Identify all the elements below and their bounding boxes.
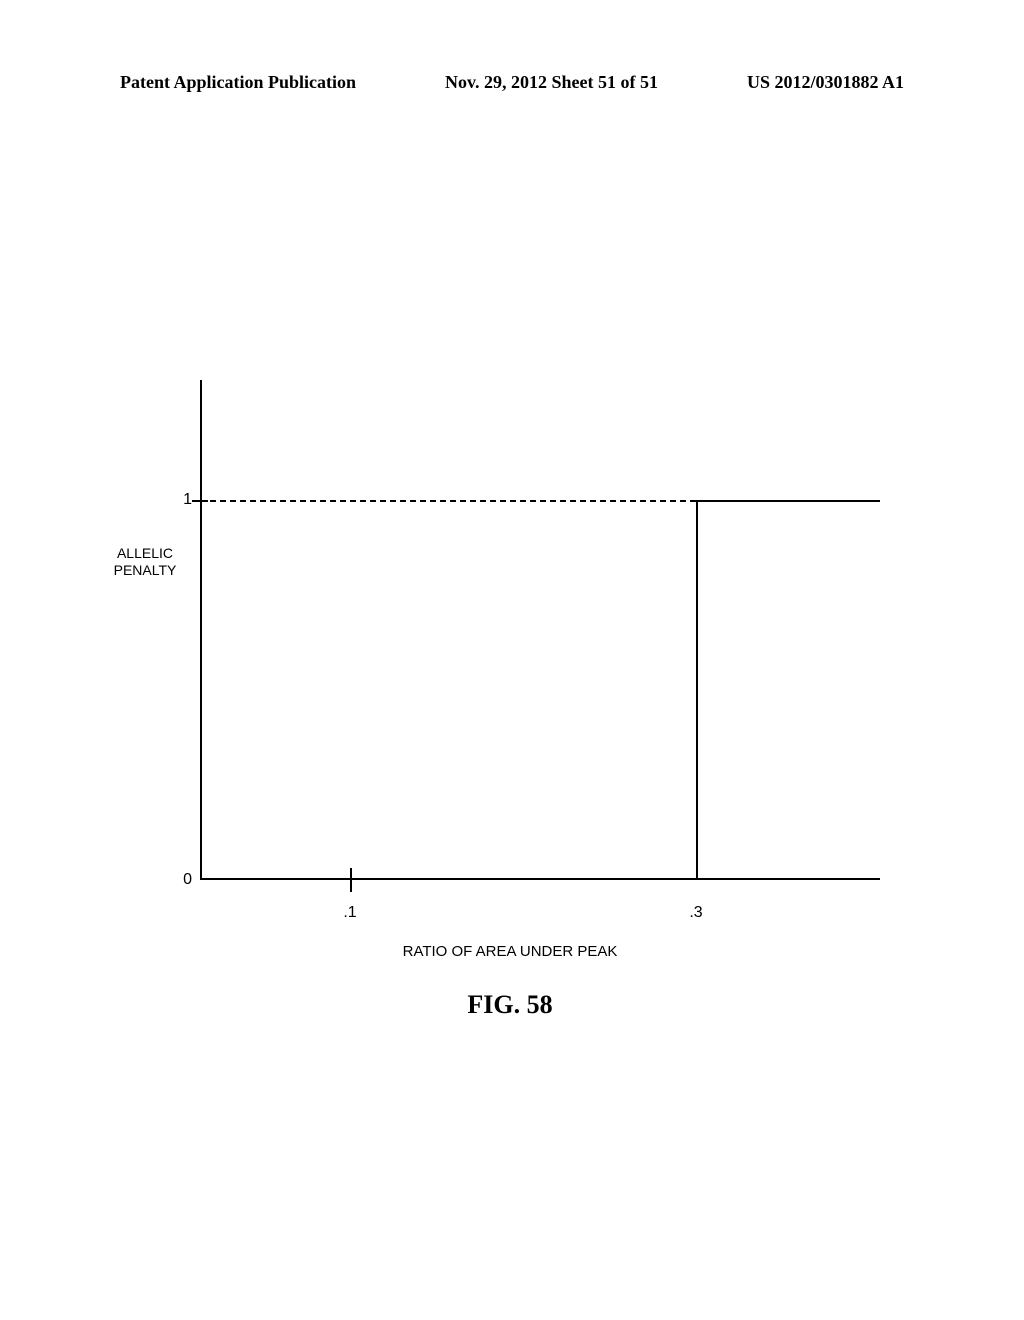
figure-caption: FIG. 58 [467, 990, 552, 1020]
chart-solid-segment [696, 500, 880, 502]
chart-vertical-line [696, 500, 698, 880]
header-date-sheet: Nov. 29, 2012 Sheet 51 of 51 [445, 72, 658, 93]
x-tick-1 [350, 868, 352, 892]
y-tick-label-0: 0 [183, 871, 192, 889]
chart-dashed-line [210, 500, 696, 502]
header-publication-type: Patent Application Publication [120, 72, 356, 93]
chart: 1 0 .1 .3 ALLELIC PENALTY RATIO OF AREA … [140, 380, 880, 940]
x-tick-label-1: .1 [343, 904, 356, 922]
x-axis-title: RATIO OF AREA UNDER PEAK [403, 943, 618, 960]
header-publication-number: US 2012/0301882 A1 [747, 72, 904, 93]
x-tick-label-3: .3 [689, 904, 702, 922]
x-axis-line [200, 878, 880, 880]
y-axis-line [200, 380, 202, 880]
y-tick-label-1: 1 [183, 491, 192, 509]
y-axis-title: ALLELIC PENALTY [110, 545, 180, 579]
y-tick-1 [192, 500, 208, 502]
page-header: Patent Application Publication Nov. 29, … [0, 72, 1024, 93]
